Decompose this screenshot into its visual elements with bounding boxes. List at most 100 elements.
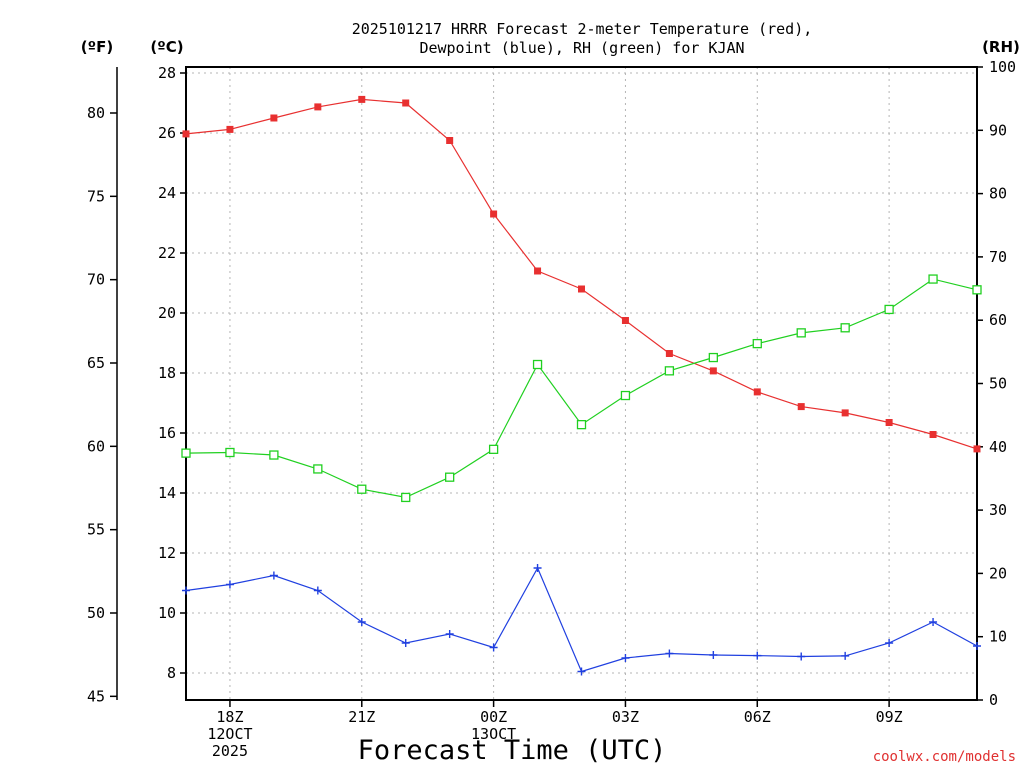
temperature-point bbox=[885, 419, 893, 426]
x-tick-label: 06Z bbox=[744, 708, 771, 726]
temperature-line bbox=[185, 98, 978, 450]
chart-title: 2025101217 HRRR Forecast 2-meter Tempera… bbox=[352, 20, 813, 57]
dewpoint-point bbox=[841, 651, 850, 660]
fahrenheit-tick-label: 80 bbox=[87, 104, 105, 122]
rh-point bbox=[401, 492, 411, 503]
source-credit: coolwx.com/models bbox=[873, 749, 1016, 765]
x-tick-label: 12OCT bbox=[207, 725, 252, 743]
temperature-point bbox=[358, 95, 366, 103]
rh-tick-label: 60 bbox=[989, 311, 1007, 329]
fahrenheit-tick-label: 70 bbox=[87, 271, 105, 289]
x-tick-label: 03Z bbox=[612, 708, 639, 726]
rh-tick-label: 80 bbox=[989, 185, 1007, 203]
rh-point bbox=[225, 447, 235, 458]
rh-point bbox=[796, 328, 806, 338]
dewpoint-point bbox=[401, 639, 410, 647]
dewpoint-point bbox=[489, 643, 498, 652]
rh-point bbox=[708, 352, 718, 363]
celsius-tick-label: 14 bbox=[158, 484, 176, 502]
rh-point bbox=[269, 450, 279, 460]
rh-tick-label: 50 bbox=[989, 375, 1007, 393]
grid bbox=[186, 67, 977, 700]
fahrenheit-tick-label: 65 bbox=[87, 354, 105, 372]
temperature-point bbox=[841, 409, 849, 417]
rh-tick-label: 30 bbox=[989, 501, 1007, 519]
celsius-tick-label: 28 bbox=[158, 64, 176, 82]
axes: 45 50 55 60 65 70 75 80 8 10 12 14 16 18 20 22 24 26 28 0 10… bbox=[87, 58, 1016, 760]
x-tick-label: 00Z bbox=[480, 708, 507, 726]
celsius-tick-label: 22 bbox=[158, 244, 176, 262]
fahrenheit-tick-label: 75 bbox=[87, 187, 105, 205]
chart-title-line-1: 2025101217 HRRR Forecast 2-meter Tempera… bbox=[352, 20, 813, 38]
chart-title-line-2: Dewpoint (blue), RH (green) for KJAN bbox=[419, 39, 744, 57]
x-tick-label: 13OCT bbox=[471, 725, 516, 743]
data-series bbox=[181, 95, 982, 676]
fahrenheit-tick-label: 55 bbox=[87, 521, 105, 539]
dewpoint-point bbox=[533, 564, 542, 572]
dewpoint-line bbox=[185, 566, 978, 673]
temperature-point bbox=[314, 103, 322, 111]
fahrenheit-tick-label: 50 bbox=[87, 604, 105, 622]
celsius-tick-label: 16 bbox=[158, 424, 176, 442]
celsius-tick-label: 12 bbox=[158, 544, 176, 562]
rh-point bbox=[181, 448, 191, 458]
rh-point bbox=[752, 338, 762, 349]
celsius-tick-label: 10 bbox=[158, 604, 176, 622]
temperature-point bbox=[534, 267, 542, 275]
temperature-point bbox=[226, 125, 234, 133]
temperature-point bbox=[446, 137, 454, 144]
rh-tick-label: 70 bbox=[989, 248, 1007, 266]
fahrenheit-tick-label: 60 bbox=[87, 437, 105, 455]
rh-point bbox=[357, 484, 367, 494]
rh-tick-label: 10 bbox=[989, 628, 1007, 646]
rh-point bbox=[532, 359, 543, 370]
fahrenheit-axis-unit: (ºF) bbox=[81, 38, 113, 56]
dewpoint-point bbox=[182, 586, 190, 595]
temperature-point bbox=[973, 445, 981, 453]
rh-point bbox=[576, 419, 587, 430]
temperature-point bbox=[709, 367, 717, 375]
rh-point bbox=[620, 390, 631, 401]
x-tick-label: 21Z bbox=[348, 708, 375, 726]
celsius-tick-label: 18 bbox=[158, 364, 176, 382]
rh-tick-label: 100 bbox=[989, 58, 1016, 76]
rh-point bbox=[840, 323, 850, 333]
celsius-tick-label: 26 bbox=[158, 124, 176, 142]
rh-point bbox=[664, 366, 675, 376]
rh-point bbox=[972, 285, 982, 295]
dewpoint-point bbox=[753, 651, 762, 660]
temperature-point bbox=[621, 317, 629, 324]
x-axis-title: Forecast Time (UTC) bbox=[358, 735, 667, 766]
celsius-tick-label: 8 bbox=[167, 664, 176, 682]
dewpoint-point bbox=[929, 618, 938, 626]
rh-tick-label: 40 bbox=[989, 438, 1007, 456]
dewpoint-point bbox=[445, 630, 454, 638]
fahrenheit-tick-label: 45 bbox=[87, 687, 105, 705]
rh-point bbox=[313, 464, 323, 474]
rh-axis-unit: (RH) bbox=[982, 38, 1020, 56]
dewpoint-point bbox=[973, 642, 981, 650]
temperature-point bbox=[490, 210, 498, 218]
rh-line bbox=[185, 278, 978, 499]
rh-point bbox=[884, 304, 894, 315]
rh-point bbox=[928, 274, 938, 284]
rh-tick-label: 90 bbox=[989, 121, 1007, 139]
temperature-point bbox=[753, 388, 761, 396]
dewpoint-point bbox=[709, 651, 718, 659]
dewpoint-point bbox=[665, 649, 674, 658]
celsius-axis-unit: (ºC) bbox=[150, 38, 183, 56]
dewpoint-point bbox=[885, 639, 894, 647]
rh-tick-label: 0 bbox=[989, 691, 998, 709]
x-tick-label: 09Z bbox=[876, 708, 903, 726]
temperature-point bbox=[665, 350, 673, 357]
temperature-point bbox=[270, 114, 278, 122]
x-tick-label: 2025 bbox=[212, 742, 248, 760]
temperature-point bbox=[402, 99, 410, 107]
rh-point bbox=[445, 472, 455, 482]
temperature-point bbox=[797, 403, 805, 411]
temperature-point bbox=[578, 285, 585, 293]
rh-tick-label: 20 bbox=[989, 564, 1007, 582]
temperature-point bbox=[929, 431, 937, 438]
dewpoint-point bbox=[797, 652, 806, 661]
